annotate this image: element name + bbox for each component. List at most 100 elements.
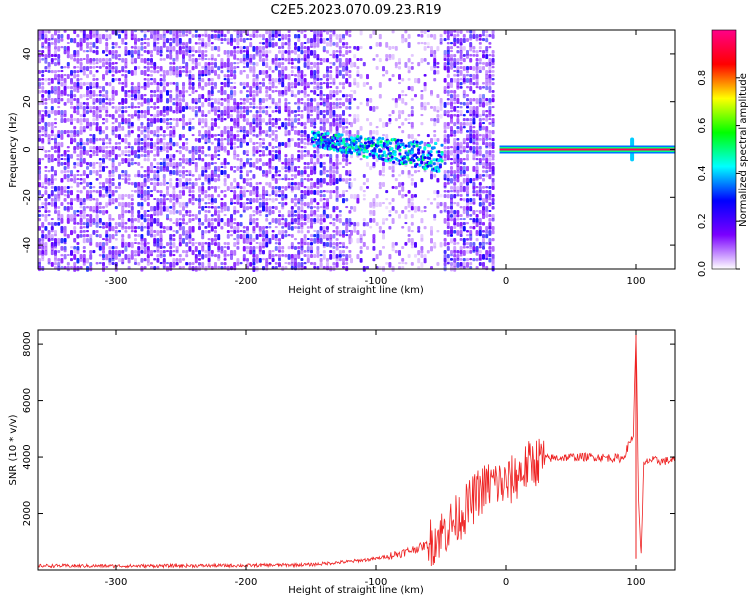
heatmap-cell: [82, 38, 86, 43]
heatmap-cell: [98, 34, 102, 39]
heatmap-cell: [66, 158, 70, 163]
heatmap-cell: [150, 162, 153, 167]
heatmap-cell: [169, 238, 173, 242]
heatmap-cell: [166, 242, 169, 247]
heatmap-cell: [140, 186, 144, 191]
heatmap-cell: [191, 126, 195, 130]
heatmap-cell: [281, 78, 285, 83]
heatmap-cell: [278, 78, 281, 83]
heatmap-cell: [73, 126, 77, 130]
heatmap-cell: [485, 70, 489, 76]
heatmap-cell: [478, 242, 482, 246]
heatmap-cell: [478, 190, 482, 194]
heatmap-cell: [118, 146, 121, 151]
heatmap-cell: [44, 154, 48, 158]
heatmap-cell: [482, 154, 485, 158]
heatmap-cell: [378, 94, 382, 99]
heatmap-cell: [134, 182, 137, 188]
heatmap-cell: [466, 182, 469, 186]
heatmap-cell: [140, 58, 144, 63]
heatmap-cell: [162, 178, 166, 183]
heatmap-cell: [198, 50, 201, 54]
heatmap-cell: [456, 242, 460, 245]
heatmap-cell: [150, 118, 153, 124]
heatmap-cell: [185, 50, 189, 56]
heatmap-cell: [50, 138, 54, 141]
heatmap-cell: [378, 42, 382, 47]
heatmap-cell: [488, 54, 492, 57]
heatmap-cell: [466, 110, 469, 114]
heatmap-cell: [348, 106, 352, 110]
heatmap-cell: [356, 114, 360, 119]
heatmap-cell: [159, 146, 163, 151]
heatmap-cell: [137, 214, 141, 218]
heatmap-cell: [134, 30, 137, 33]
heatmap-cell: [127, 218, 131, 222]
heatmap-cell: [102, 58, 105, 62]
heatmap-cell: [287, 78, 291, 81]
heatmap-cell: [89, 30, 93, 35]
heatmap-cell: [268, 134, 272, 138]
heatmap-cell: [294, 142, 297, 147]
heatmap-cell: [303, 126, 307, 130]
heatmap-cell: [175, 30, 179, 35]
heatmap-cell: [121, 30, 125, 34]
heatmap-cell: [124, 110, 128, 113]
heatmap-cell: [140, 214, 144, 220]
heatmap-cell: [134, 154, 137, 158]
heatmap-cell: [63, 170, 67, 174]
heatmap-cell: [175, 202, 179, 205]
heatmap-cell: [134, 42, 137, 46]
heatmap-cell: [268, 182, 272, 188]
heatmap-cell: [303, 234, 307, 239]
heatmap-cell: [326, 238, 329, 241]
heatmap-cell: [297, 118, 301, 122]
heatmap-cell: [175, 98, 179, 103]
heatmap-cell: [239, 198, 243, 201]
heatmap-cell: [239, 114, 243, 119]
heatmap-cell: [201, 78, 205, 83]
heatmap-cell: [124, 122, 128, 125]
heatmap-cell: [262, 154, 265, 157]
heatmap-cell: [73, 86, 77, 92]
heatmap-cell: [369, 34, 373, 39]
heatmap-cell: [417, 78, 421, 84]
heatmap-cell: [156, 174, 160, 179]
heatmap-cell: [188, 210, 192, 214]
heatmap-cell: [198, 86, 201, 90]
heatmap-cell: [306, 134, 310, 139]
heatmap-cell: [252, 218, 256, 224]
heatmap-cell: [456, 86, 460, 90]
heatmap-cell: [92, 222, 96, 225]
heatmap-cell: [246, 38, 249, 41]
heatmap-cell: [150, 150, 153, 154]
heatmap-cell: [478, 246, 482, 249]
heatmap-cell: [121, 250, 125, 254]
heatmap-cell: [446, 146, 450, 150]
heatmap-cell: [63, 114, 67, 118]
heatmap-cell: [47, 98, 51, 101]
heatmap-cell: [439, 114, 443, 119]
heatmap-cell: [134, 262, 137, 265]
heatmap-cell: [281, 58, 285, 61]
heatmap-cell: [439, 34, 443, 38]
heatmap-cell: [353, 90, 357, 94]
heatmap-cell: [300, 250, 304, 255]
heatmap-cell: [456, 94, 460, 98]
heatmap-cell: [359, 102, 363, 105]
heatmap-cell: [169, 194, 173, 198]
heatmap-cell: [313, 142, 317, 145]
heatmap-cell: [220, 262, 224, 265]
heatmap-cell: [178, 42, 182, 46]
heatmap-cell: [469, 242, 473, 248]
heatmap-cell: [404, 38, 408, 43]
heatmap-cell: [388, 262, 392, 268]
heatmap-cell: [297, 78, 301, 83]
heatmap-cell: [60, 214, 64, 219]
heatmap-cell: [172, 166, 176, 169]
heatmap-cell: [217, 114, 221, 118]
heatmap-cell: [332, 114, 336, 118]
heatmap-cell: [50, 90, 54, 94]
heatmap-cell: [134, 66, 137, 71]
heatmap-cell: [217, 74, 221, 80]
